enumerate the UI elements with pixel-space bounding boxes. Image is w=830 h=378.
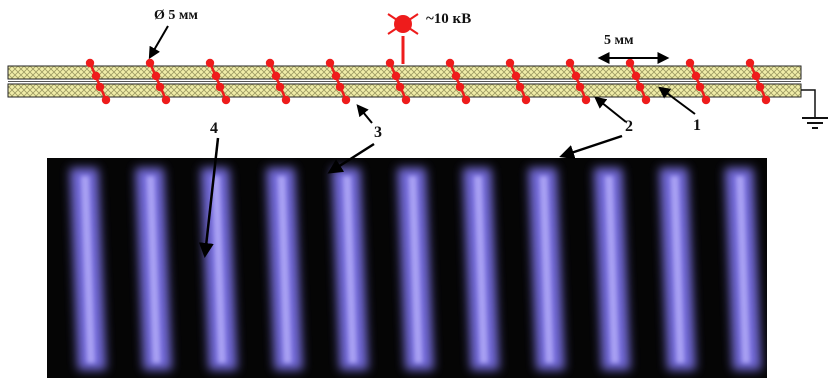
electrode-turn bbox=[85, 58, 111, 105]
discharge-strip bbox=[70, 168, 106, 370]
electrode-scheme bbox=[7, 13, 828, 129]
label-4: 4 bbox=[210, 120, 218, 137]
wire-diameter-label: Ø 5 мм bbox=[154, 8, 198, 23]
discharge-strip bbox=[463, 168, 499, 370]
discharge-strip bbox=[528, 168, 565, 370]
electrode-turn bbox=[445, 58, 471, 105]
label-1: 1 bbox=[693, 117, 701, 134]
electrode-turn bbox=[505, 58, 531, 105]
electrode-turn bbox=[745, 58, 771, 105]
label-2-arrow-upper bbox=[594, 96, 627, 123]
discharge-strip bbox=[397, 168, 434, 370]
label-3: 3 bbox=[374, 124, 382, 141]
label-1-arrow bbox=[658, 86, 696, 115]
electrode-turn bbox=[145, 58, 171, 105]
discharge-strip bbox=[725, 168, 761, 370]
voltage-label: ~10 кВ bbox=[426, 11, 472, 27]
discharge-photo bbox=[47, 158, 767, 378]
electrode-turn bbox=[205, 58, 231, 105]
electrode-turn bbox=[385, 58, 411, 105]
discharge-strips bbox=[70, 168, 761, 370]
electrode-turn bbox=[565, 58, 591, 105]
discharge-strip bbox=[659, 168, 696, 370]
electrode-turn bbox=[265, 58, 291, 105]
pitch-label: 5 мм bbox=[604, 33, 634, 48]
discharge-strip bbox=[594, 168, 630, 370]
hv-source-icon bbox=[387, 13, 419, 64]
dielectric-strip-top bbox=[7, 65, 802, 80]
wire-diameter-arrow bbox=[148, 25, 169, 60]
ground-icon bbox=[801, 89, 828, 129]
electrode-turn bbox=[325, 58, 351, 105]
discharge-strip bbox=[266, 168, 303, 370]
discharge-strip bbox=[332, 168, 368, 370]
label-2: 2 bbox=[625, 118, 633, 135]
discharge-strip bbox=[135, 168, 172, 370]
electrode-turn bbox=[685, 58, 711, 105]
label-3-arrow-upper bbox=[356, 104, 373, 124]
